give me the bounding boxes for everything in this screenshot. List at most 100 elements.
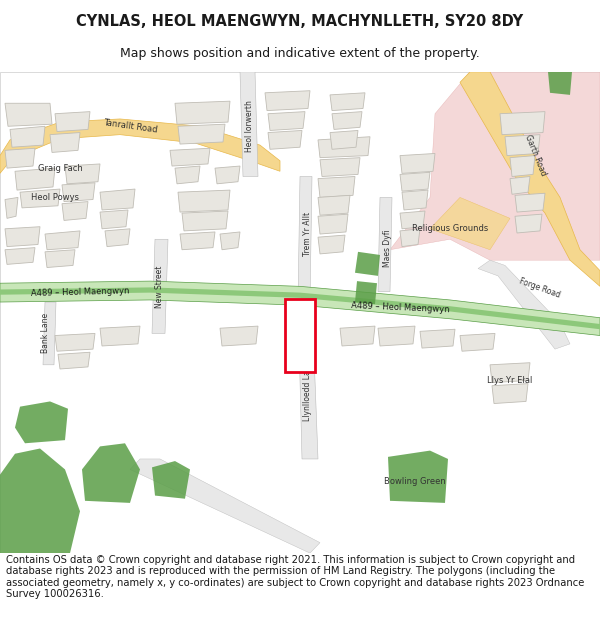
Polygon shape bbox=[510, 156, 535, 176]
Polygon shape bbox=[400, 229, 420, 247]
Polygon shape bbox=[178, 190, 230, 212]
Polygon shape bbox=[220, 326, 258, 346]
Text: Heol Iorwerth: Heol Iorwerth bbox=[245, 101, 254, 152]
Text: Graig Fach: Graig Fach bbox=[38, 164, 82, 172]
Polygon shape bbox=[0, 281, 600, 336]
Polygon shape bbox=[515, 214, 542, 233]
Text: Llynlloedd Lane: Llynlloedd Lane bbox=[302, 361, 311, 421]
Polygon shape bbox=[490, 362, 530, 382]
Polygon shape bbox=[105, 229, 130, 247]
Polygon shape bbox=[20, 189, 60, 208]
Polygon shape bbox=[460, 333, 495, 351]
Polygon shape bbox=[0, 119, 280, 173]
Polygon shape bbox=[268, 112, 305, 131]
Text: A489 – Heol Maengwyn: A489 – Heol Maengwyn bbox=[350, 301, 449, 314]
Text: Map shows position and indicative extent of the property.: Map shows position and indicative extent… bbox=[120, 48, 480, 61]
Polygon shape bbox=[318, 176, 355, 198]
Polygon shape bbox=[330, 92, 365, 111]
Polygon shape bbox=[355, 252, 380, 276]
Polygon shape bbox=[45, 250, 75, 268]
Polygon shape bbox=[182, 211, 228, 231]
Polygon shape bbox=[332, 112, 362, 129]
Polygon shape bbox=[265, 91, 310, 111]
Polygon shape bbox=[220, 232, 240, 250]
Text: Forge Road: Forge Road bbox=[518, 277, 562, 300]
Polygon shape bbox=[62, 202, 88, 221]
Polygon shape bbox=[43, 302, 56, 365]
Polygon shape bbox=[330, 131, 358, 149]
Polygon shape bbox=[320, 158, 360, 176]
Polygon shape bbox=[318, 214, 348, 234]
Polygon shape bbox=[378, 326, 415, 346]
Text: Heol Powys: Heol Powys bbox=[31, 193, 79, 202]
Polygon shape bbox=[5, 248, 35, 264]
Text: Bank Lane: Bank Lane bbox=[41, 313, 49, 354]
Text: Trem Yr Allt: Trem Yr Allt bbox=[304, 212, 313, 256]
Polygon shape bbox=[400, 154, 435, 173]
Polygon shape bbox=[170, 148, 210, 166]
Polygon shape bbox=[460, 72, 600, 286]
Polygon shape bbox=[515, 193, 545, 212]
Polygon shape bbox=[178, 124, 225, 144]
Polygon shape bbox=[10, 126, 45, 148]
Polygon shape bbox=[505, 134, 540, 156]
Polygon shape bbox=[510, 176, 530, 194]
Polygon shape bbox=[180, 232, 215, 250]
Polygon shape bbox=[0, 288, 600, 329]
Text: New Street: New Street bbox=[155, 265, 164, 308]
Polygon shape bbox=[402, 190, 428, 210]
Polygon shape bbox=[298, 176, 312, 302]
Text: Contains OS data © Crown copyright and database right 2021. This information is : Contains OS data © Crown copyright and d… bbox=[6, 554, 584, 599]
Polygon shape bbox=[400, 173, 430, 191]
Polygon shape bbox=[478, 260, 570, 349]
Polygon shape bbox=[430, 198, 510, 250]
Polygon shape bbox=[400, 211, 425, 229]
Polygon shape bbox=[548, 72, 572, 95]
Polygon shape bbox=[50, 132, 80, 152]
Polygon shape bbox=[240, 72, 258, 176]
Polygon shape bbox=[152, 239, 168, 333]
Polygon shape bbox=[175, 101, 230, 124]
Polygon shape bbox=[5, 227, 40, 247]
Polygon shape bbox=[100, 210, 128, 229]
Text: Garth Road: Garth Road bbox=[523, 134, 547, 178]
Polygon shape bbox=[58, 352, 90, 369]
Polygon shape bbox=[318, 235, 345, 254]
Text: Llys Yr Ełal: Llys Yr Ełal bbox=[487, 376, 533, 385]
Polygon shape bbox=[492, 384, 528, 404]
Polygon shape bbox=[82, 443, 140, 503]
Polygon shape bbox=[100, 189, 135, 210]
Polygon shape bbox=[5, 198, 18, 218]
Polygon shape bbox=[5, 103, 52, 126]
Polygon shape bbox=[62, 182, 95, 202]
Polygon shape bbox=[388, 451, 448, 503]
Polygon shape bbox=[55, 333, 95, 351]
Polygon shape bbox=[215, 166, 240, 184]
Polygon shape bbox=[355, 281, 377, 304]
Polygon shape bbox=[500, 112, 545, 134]
Bar bbox=[285, 299, 315, 372]
Polygon shape bbox=[45, 231, 80, 250]
Text: A489 – Heol Maengwyn: A489 – Heol Maengwyn bbox=[31, 287, 130, 298]
Polygon shape bbox=[390, 72, 600, 260]
Polygon shape bbox=[298, 302, 318, 459]
Polygon shape bbox=[318, 196, 350, 215]
Polygon shape bbox=[175, 166, 200, 184]
Polygon shape bbox=[378, 198, 392, 292]
Polygon shape bbox=[420, 329, 455, 348]
Text: CYNLAS, HEOL MAENGWYN, MACHYNLLETH, SY20 8DY: CYNLAS, HEOL MAENGWYN, MACHYNLLETH, SY20… bbox=[76, 14, 524, 29]
Text: Maes Dyfi: Maes Dyfi bbox=[383, 229, 392, 266]
Polygon shape bbox=[340, 326, 375, 346]
Polygon shape bbox=[55, 112, 90, 131]
Polygon shape bbox=[130, 459, 320, 553]
Polygon shape bbox=[100, 326, 140, 346]
Text: Religious Grounds: Religious Grounds bbox=[412, 224, 488, 233]
Polygon shape bbox=[15, 168, 55, 190]
Polygon shape bbox=[318, 137, 370, 158]
Text: Bowling Green: Bowling Green bbox=[384, 478, 446, 486]
Text: Tanrallt Road: Tanrallt Road bbox=[103, 118, 158, 134]
Polygon shape bbox=[0, 449, 80, 553]
Polygon shape bbox=[65, 164, 100, 184]
Polygon shape bbox=[268, 131, 302, 149]
Polygon shape bbox=[5, 148, 35, 168]
